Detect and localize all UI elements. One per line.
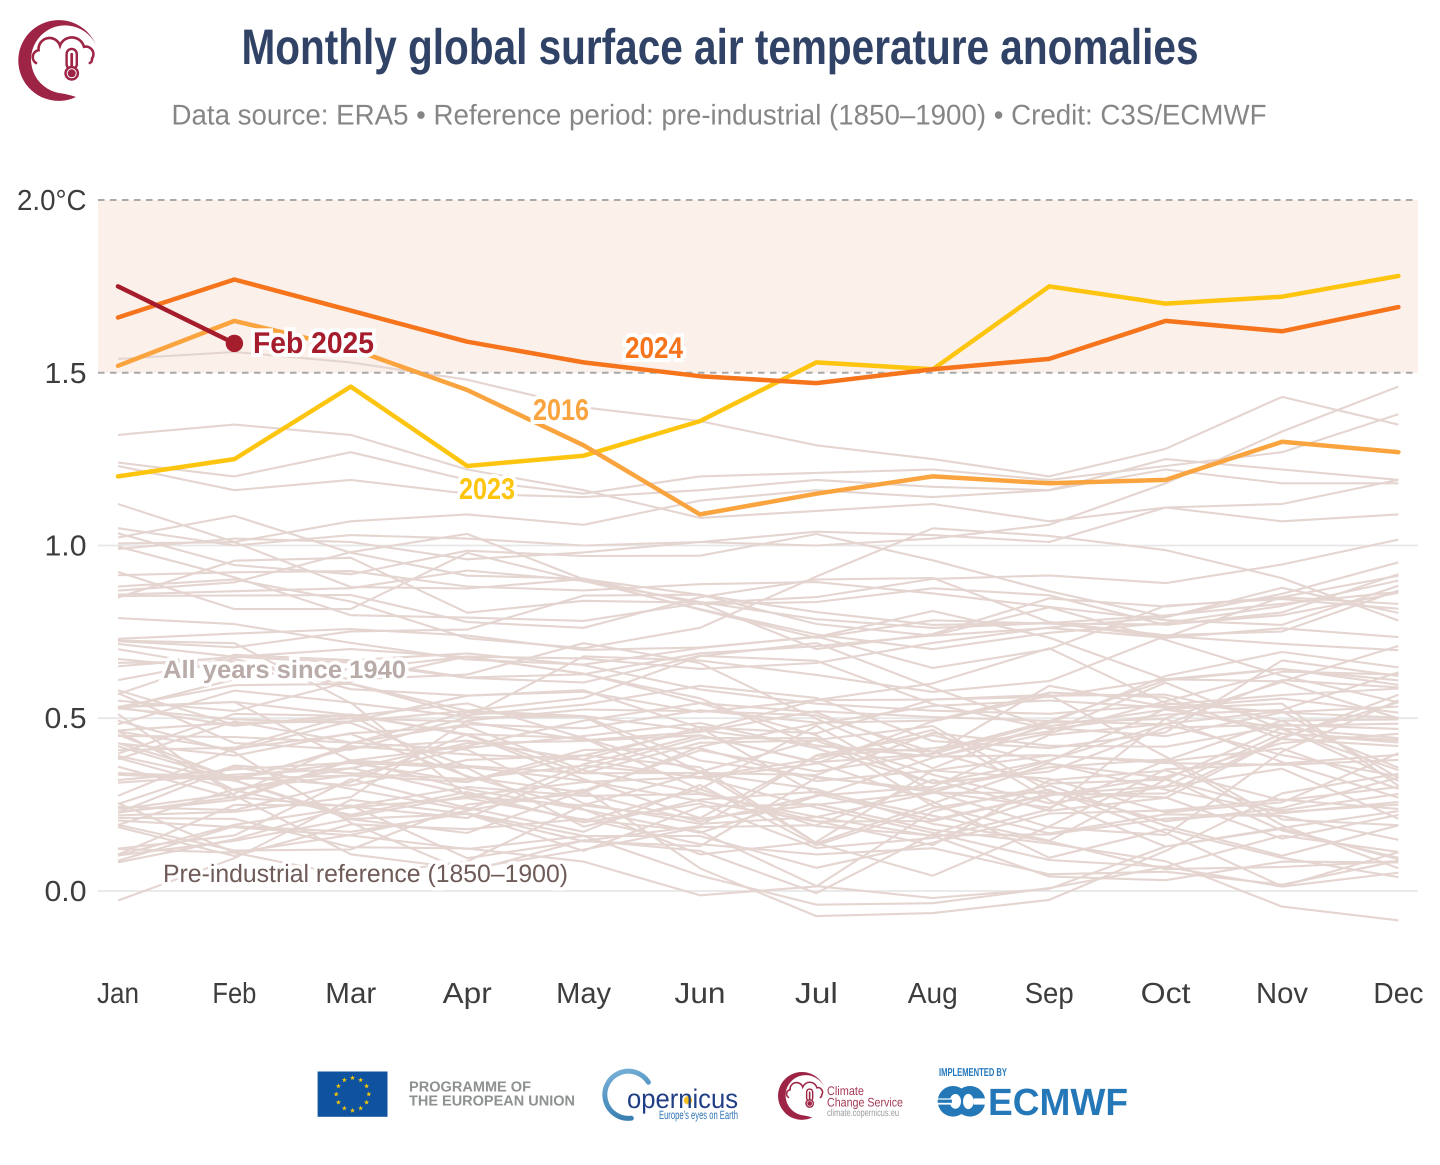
svg-text:2016: 2016 <box>533 394 589 427</box>
svg-text:Aug: Aug <box>908 978 958 1010</box>
svg-text:Oct: Oct <box>1141 978 1191 1010</box>
svg-text:1.5: 1.5 <box>45 358 87 390</box>
svg-text:Climate: Climate <box>827 1084 864 1098</box>
svg-text:Monthly global surface air tem: Monthly global surface air temperature a… <box>242 19 1199 75</box>
svg-text:Feb: Feb <box>212 978 256 1010</box>
svg-text:1.0: 1.0 <box>45 531 87 563</box>
svg-text:2.0°C: 2.0°C <box>17 185 87 217</box>
svg-text:Feb 2025: Feb 2025 <box>253 327 374 360</box>
svg-text:Dec: Dec <box>1373 978 1423 1010</box>
svg-text:Europe’s eyes on Earth: Europe’s eyes on Earth <box>659 1108 738 1122</box>
svg-text:IMPLEMENTED BY: IMPLEMENTED BY <box>939 1067 1007 1079</box>
svg-text:2024: 2024 <box>625 332 683 365</box>
svg-text:Sep: Sep <box>1025 978 1074 1010</box>
svg-text:climate.copernicus.eu: climate.copernicus.eu <box>827 1108 899 1119</box>
svg-text:Jun: Jun <box>675 978 726 1010</box>
svg-text:All years since 1940: All years since 1940 <box>163 656 406 684</box>
svg-text:Apr: Apr <box>443 978 492 1010</box>
svg-text:PROGRAMME OF: PROGRAMME OF <box>409 1079 531 1095</box>
svg-text:Nov: Nov <box>1256 978 1308 1010</box>
svg-text:Mar: Mar <box>325 978 376 1010</box>
svg-text:Change Service: Change Service <box>827 1096 903 1110</box>
svg-text:Data source: ERA5 • Reference: Data source: ERA5 • Reference period: pr… <box>172 100 1267 132</box>
svg-text:Jan: Jan <box>97 978 139 1010</box>
svg-text:0.0: 0.0 <box>45 876 87 908</box>
svg-text:0.5: 0.5 <box>45 703 87 735</box>
svg-text:THE EUROPEAN UNION: THE EUROPEAN UNION <box>409 1093 575 1109</box>
svg-text:May: May <box>556 978 611 1010</box>
svg-text:Pre-industrial reference (1850: Pre-industrial reference (1850–1900) <box>163 860 568 888</box>
svg-text:Jul: Jul <box>795 978 838 1010</box>
svg-text:opernicus: opernicus <box>627 1084 738 1114</box>
svg-text:2023: 2023 <box>459 473 515 506</box>
svg-text:ECMWF: ECMWF <box>988 1082 1128 1124</box>
